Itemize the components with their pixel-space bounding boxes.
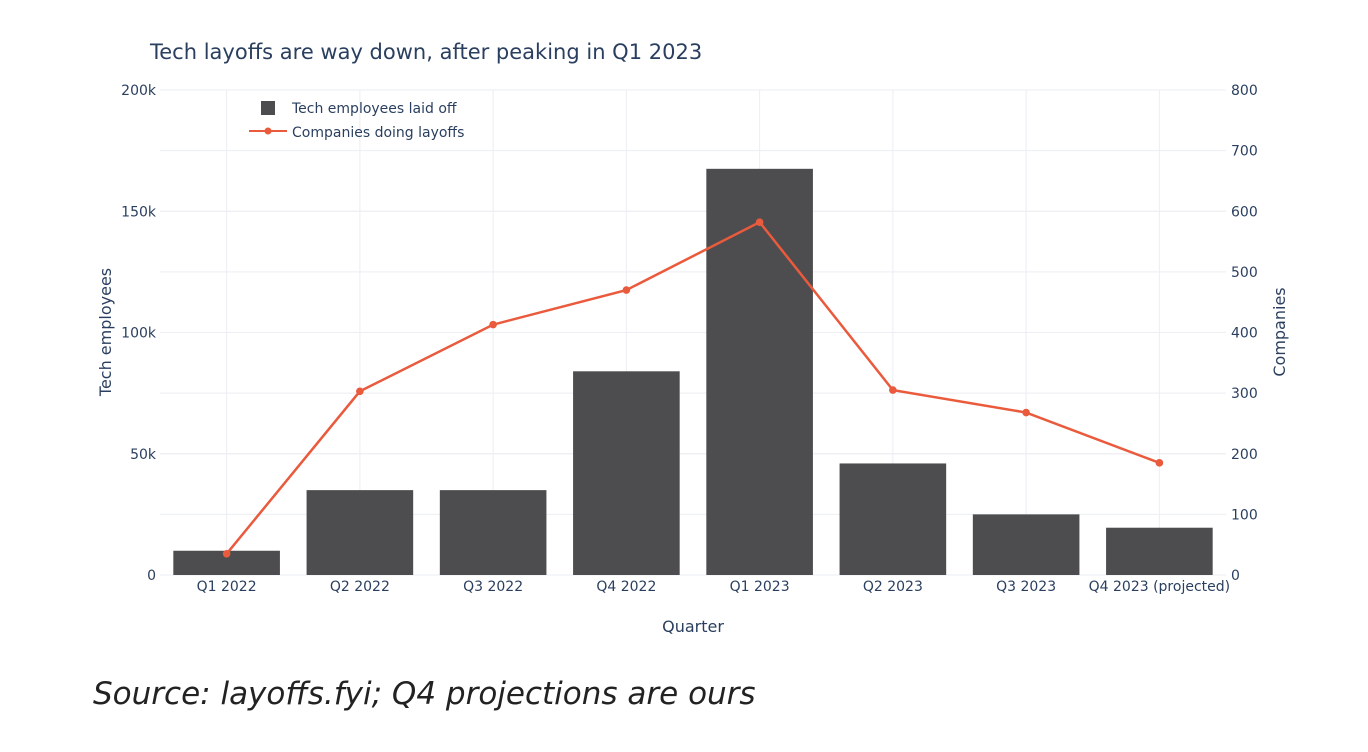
y-tick-label: 100k [121,326,157,342]
line-point [1022,408,1030,417]
x-axis-title: Quarter [662,617,724,636]
bar [1106,527,1213,575]
legend-label-companies: Companies doing layoffs [292,125,464,141]
x-tick-label: Q3 2023 [996,579,1056,595]
y2-tick-label: 800 [1231,83,1258,99]
bar [439,490,547,575]
y2-tick-label: 600 [1231,204,1258,220]
chart-title: Tech layoffs are way down, after peaking… [149,40,702,64]
legend-line-marker [264,127,272,135]
x-tick-label: Q1 2022 [197,579,257,595]
x-tick-label: Q3 2022 [463,579,523,595]
y-tick-label: 0 [147,568,156,584]
line-point [356,387,364,396]
x-tick-label: Q2 2023 [863,579,923,595]
x-tick-label: Q1 2023 [730,579,790,595]
bar [839,463,947,575]
legend: Tech employees laid off Companies doing … [249,101,464,141]
y2-tick-label: 500 [1231,265,1258,281]
bar [972,514,1080,575]
x-axis-ticks: Q1 2022 Q2 2022 Q3 2022 Q4 2022 Q1 2023 Q2 20… [197,579,1231,595]
y-tick-label: 50k [130,447,157,463]
y2-axis-title: Companies [1270,287,1289,376]
line-point [755,218,764,226]
source-note: Source: layoffs.fyi; Q4 projections are … [93,676,756,712]
bar [573,371,680,575]
left-axis-ticks: 0 50k 100k 150k 200k [121,83,157,584]
line-point [222,549,231,558]
x-tick-label: Q2 2022 [330,579,390,595]
line-point [489,320,497,329]
y2-tick-label: 0 [1231,568,1240,584]
y-tick-label: 150k [121,204,157,220]
bar-series [173,168,1213,575]
y2-tick-label: 700 [1231,144,1258,160]
x-tick-label: Q4 2022 [596,579,656,595]
y2-tick-label: 200 [1231,447,1258,463]
y2-tick-label: 400 [1231,326,1258,342]
line-point [1155,459,1164,467]
chart: Tech layoffs are way down, after peaking… [96,40,1289,636]
line-point [622,286,631,294]
legend-label-employees: Tech employees laid off [291,101,457,117]
y-tick-label: 200k [121,83,157,99]
right-axis-ticks: 0 100 200 300 400 500 600 700 800 [1231,83,1258,584]
y2-tick-label: 100 [1231,507,1258,523]
legend-bar-swatch [261,101,275,115]
bar [706,168,813,575]
line-point [889,386,897,394]
bar [306,490,414,575]
y-axis-title: Tech employees [96,268,115,397]
companies-line [225,220,1160,555]
x-tick-label: Q4 2023 (projected) [1089,579,1230,595]
y2-tick-label: 300 [1231,386,1258,402]
line-series [222,218,1164,558]
